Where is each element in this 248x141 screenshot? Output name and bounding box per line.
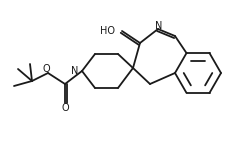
- Text: HO: HO: [100, 26, 115, 36]
- Text: N: N: [155, 21, 163, 31]
- Text: O: O: [42, 64, 50, 74]
- Text: N: N: [71, 66, 78, 76]
- Text: O: O: [61, 103, 69, 113]
